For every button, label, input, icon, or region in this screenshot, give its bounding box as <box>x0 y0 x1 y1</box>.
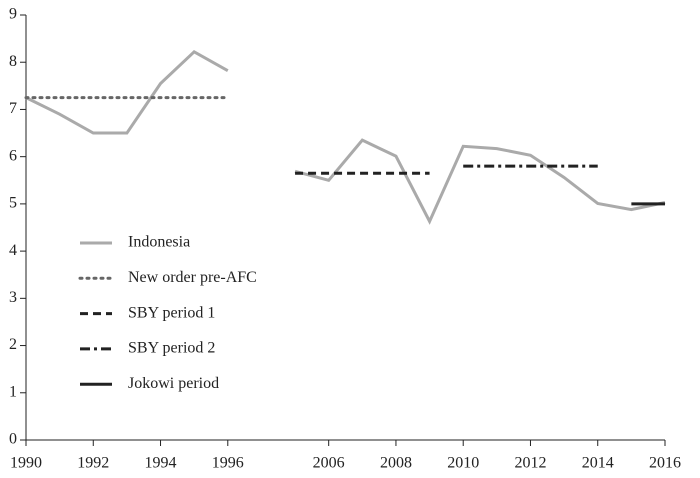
y-tick-label: 5 <box>9 195 17 212</box>
x-tick-label: 2008 <box>380 455 412 472</box>
x-tick-label: 2014 <box>582 455 614 472</box>
y-tick-label: 8 <box>9 53 17 70</box>
x-tick-label: 2006 <box>313 455 345 472</box>
x-tick-label: 1996 <box>212 455 244 472</box>
legend-label: SBY period 1 <box>128 304 215 321</box>
legend-label: Indonesia <box>128 234 190 251</box>
x-tick-label: 1990 <box>10 455 42 472</box>
x-tick-label: 2012 <box>514 455 546 472</box>
legend-label: Jokowi period <box>128 375 219 392</box>
legend-label: SBY period 2 <box>128 340 215 357</box>
y-tick-label: 2 <box>9 336 17 353</box>
y-tick-label: 7 <box>9 100 17 117</box>
series-line <box>25 49 229 135</box>
y-tick-label: 0 <box>9 431 17 448</box>
x-tick-label: 2016 <box>649 455 681 472</box>
y-tick-label: 9 <box>9 6 17 23</box>
legend-label: New order pre-AFC <box>128 269 257 286</box>
x-tick-label: 1992 <box>77 455 109 472</box>
y-tick-label: 3 <box>9 289 17 306</box>
y-tick-label: 6 <box>9 147 17 164</box>
series-line <box>294 138 666 225</box>
x-tick-label: 2010 <box>447 455 479 472</box>
x-tick-label: 1994 <box>145 455 177 472</box>
y-tick-label: 4 <box>9 242 17 259</box>
y-tick-label: 1 <box>9 383 17 400</box>
